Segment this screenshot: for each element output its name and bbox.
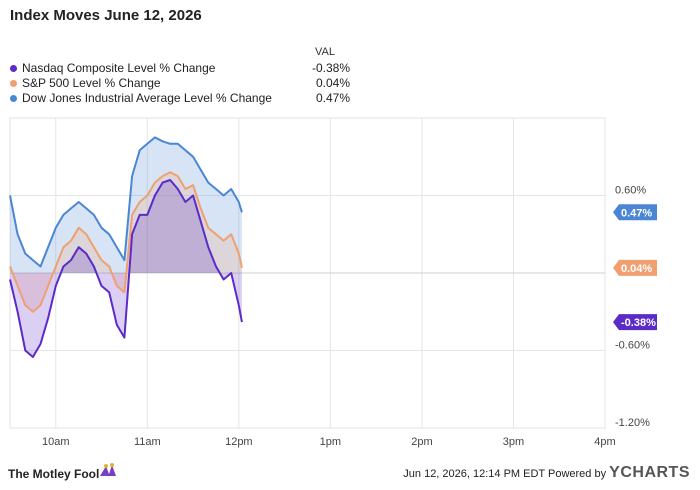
timestamp-text: Jun 12, 2026, 12:14 PM EDT Powered by bbox=[403, 468, 607, 480]
end-label-tag bbox=[613, 314, 657, 331]
legend-dot-dow bbox=[10, 95, 17, 102]
series-line bbox=[9, 179, 243, 358]
end-label-tag bbox=[613, 204, 657, 221]
x-tick-label: 12pm bbox=[225, 436, 253, 448]
motley-fool-logo: The Motley Fool bbox=[8, 462, 118, 489]
end-label-tag bbox=[613, 259, 657, 276]
x-tick-label: 11am bbox=[134, 436, 161, 448]
x-tick-label: 1pm bbox=[320, 436, 341, 448]
legend-item-dow[interactable]: Dow Jones Industrial Average Level % Cha… bbox=[10, 91, 350, 106]
x-tick-label: 10am bbox=[42, 436, 70, 448]
chart-title: Index Moves June 12, 2026 bbox=[10, 7, 202, 24]
x-tick-label: 2pm bbox=[411, 436, 432, 448]
series-area bbox=[10, 137, 242, 273]
legend-item-sp500[interactable]: S&P 500 Level % Change 0.04% bbox=[10, 76, 350, 91]
legend-value: 0.47% bbox=[315, 91, 350, 105]
series-line bbox=[9, 136, 243, 268]
end-label-text: 0.04% bbox=[621, 263, 652, 275]
series-area bbox=[10, 180, 242, 357]
series-line bbox=[9, 171, 243, 313]
legend-value: -0.38% bbox=[311, 61, 350, 75]
x-tick-label: 3pm bbox=[503, 436, 524, 448]
legend-item-nasdaq[interactable]: Nasdaq Composite Level % Change -0.38% bbox=[10, 61, 350, 76]
y-tick-label: -0.60% bbox=[615, 340, 650, 352]
end-label-text: 0.47% bbox=[621, 207, 652, 219]
legend-label: Dow Jones Industrial Average Level % Cha… bbox=[22, 91, 272, 105]
ycharts-logo[interactable]: YCHARTS bbox=[609, 464, 690, 481]
legend-dot-nasdaq bbox=[10, 65, 17, 72]
series-area bbox=[10, 172, 242, 312]
legend-value-header: VAL bbox=[315, 46, 335, 58]
y-tick-label: -1.20% bbox=[615, 417, 650, 429]
legend-label: S&P 500 Level % Change bbox=[22, 76, 161, 90]
brand-text: The Motley Fool bbox=[8, 467, 99, 481]
legend-dot-sp500 bbox=[10, 80, 17, 87]
y-tick-label: 0.60% bbox=[615, 185, 646, 197]
legend-value: 0.04% bbox=[315, 76, 350, 90]
legend-label: Nasdaq Composite Level % Change bbox=[22, 61, 216, 75]
x-tick-label: 4pm bbox=[594, 436, 615, 448]
jester-hat-icon: The Motley Fool bbox=[8, 463, 116, 481]
end-label-text: -0.38% bbox=[621, 317, 656, 329]
chart-footer: Jun 12, 2026, 12:14 PM EDT Powered by YC… bbox=[403, 464, 690, 482]
